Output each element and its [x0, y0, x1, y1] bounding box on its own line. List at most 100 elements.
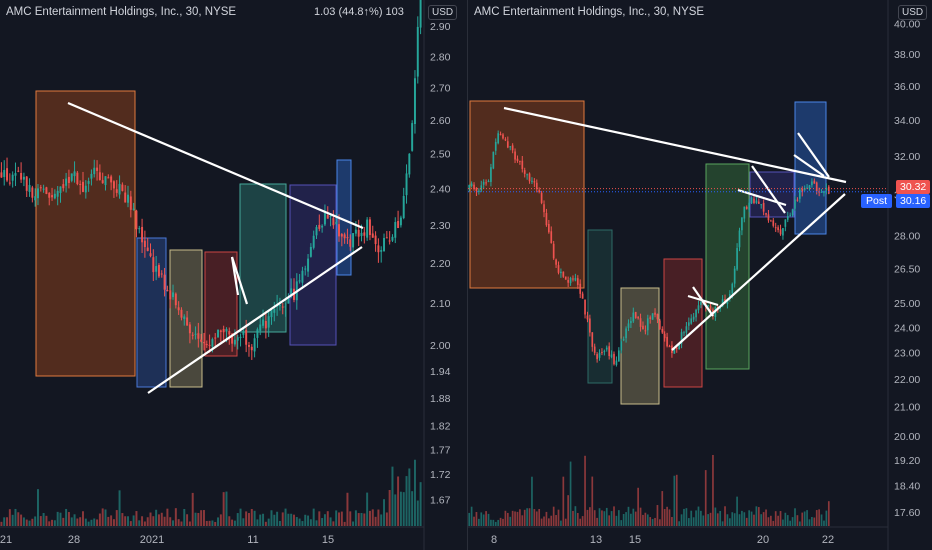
volume-bar	[416, 500, 419, 526]
trendline[interactable]	[67, 101, 364, 230]
candle-body	[642, 325, 644, 329]
x-axis-label: 15	[629, 534, 641, 546]
candle-body	[613, 353, 615, 365]
volume-bar	[528, 508, 531, 526]
volume-bar	[494, 521, 497, 526]
candle-body	[82, 181, 84, 192]
volume-bar	[782, 519, 784, 526]
candle-body	[219, 330, 222, 332]
y-axis-label: 1.82	[430, 421, 451, 433]
volume-bar	[354, 510, 357, 526]
trendline[interactable]	[147, 246, 363, 394]
candle-body	[557, 265, 560, 273]
volume-bar	[152, 516, 155, 526]
range-box[interactable]	[239, 183, 287, 333]
range-box[interactable]	[136, 237, 167, 388]
volume-bar	[45, 515, 48, 526]
trendline[interactable]	[230, 256, 249, 305]
right-chart-pane[interactable]: 40.0038.0036.0034.0032.0030.0028.0026.50…	[468, 0, 932, 550]
volume-bar	[256, 519, 259, 526]
left-chart-canvas[interactable]: 2.90 2.80 2.70 2.60 2.50 2.40 2.30 2.20 2.10 2.00…	[0, 0, 468, 550]
volume-bar	[538, 509, 541, 526]
range-box[interactable]	[794, 101, 827, 235]
volume-bar	[721, 521, 724, 526]
candle-body	[278, 305, 281, 307]
trendline[interactable]	[737, 188, 787, 207]
volume-bar	[217, 517, 220, 526]
range-box[interactable]	[663, 258, 703, 388]
volume-bar	[806, 510, 808, 526]
y-axis-label: 18.40	[894, 480, 920, 492]
candle-body	[709, 305, 712, 311]
trendline[interactable]	[503, 106, 847, 184]
candle-body	[304, 268, 307, 270]
volume-bar	[166, 508, 169, 526]
y-axis-label: 28.00	[894, 231, 920, 243]
trendline[interactable]	[692, 286, 714, 317]
volume-bar	[719, 510, 722, 526]
volume-bar	[755, 506, 758, 526]
volume-bar	[813, 517, 816, 526]
candle-body	[323, 213, 326, 225]
volume-bar	[668, 509, 671, 526]
volume-bar	[827, 501, 830, 526]
volume-bar	[555, 515, 557, 526]
volume-bar	[492, 519, 495, 526]
trendline[interactable]	[793, 154, 825, 177]
x-axis-label: 2021	[140, 534, 164, 546]
trendline[interactable]	[797, 132, 830, 178]
volume-bar	[284, 508, 287, 526]
candle-body	[96, 167, 99, 171]
trendline[interactable]	[671, 193, 846, 351]
range-box[interactable]	[169, 249, 203, 388]
volume-bar	[564, 518, 567, 526]
right-chart-canvas[interactable]: 40.0038.0036.0034.0032.0030.0028.0026.50…	[468, 0, 932, 550]
candle-body	[183, 316, 186, 319]
candle-body	[593, 346, 596, 353]
volume-bar	[374, 516, 377, 526]
candle-body	[625, 328, 627, 339]
right-symbol-title: AMC Entertainment Holdings, Inc., 30, NY…	[474, 6, 705, 18]
y-axis-label: 34.00	[894, 115, 920, 127]
trendline[interactable]	[230, 256, 240, 296]
candle-body	[6, 168, 9, 181]
y-axis-label: 24.00	[894, 322, 920, 334]
volume-bar	[135, 511, 138, 526]
trendline[interactable]	[751, 165, 786, 214]
volume-bar	[753, 514, 755, 526]
candle-body	[589, 318, 591, 333]
volume-bar	[777, 515, 779, 526]
candle-body	[521, 160, 524, 170]
candle-body	[666, 336, 668, 347]
candle-body	[531, 180, 533, 182]
volume-bar	[680, 514, 683, 526]
range-box[interactable]	[705, 163, 750, 370]
y-axis-label: 2.00	[430, 340, 451, 352]
candle-body	[673, 348, 676, 354]
candle-body	[630, 321, 632, 324]
volume-bar	[273, 514, 276, 526]
candle-body	[87, 181, 90, 184]
volume-bar	[31, 518, 34, 526]
left-chart-pane[interactable]: 2.90 2.80 2.70 2.60 2.50 2.40 2.30 2.20 2.10 2.00…	[0, 0, 468, 550]
candle-body	[579, 283, 582, 294]
candle-body	[760, 204, 763, 206]
candle-body	[253, 338, 256, 352]
volume-bar	[194, 512, 197, 526]
candle-body	[596, 354, 598, 360]
volume-bar	[770, 515, 772, 526]
volume-bar	[685, 508, 688, 526]
range-box[interactable]	[620, 287, 660, 405]
volume-bar	[695, 510, 697, 526]
candle-body	[93, 167, 96, 175]
right-currency-badge[interactable]: USD	[898, 5, 928, 20]
volume-bar	[62, 517, 65, 526]
range-box[interactable]	[35, 90, 136, 377]
range-box[interactable]	[289, 184, 337, 346]
volume-bar	[323, 514, 326, 526]
candle-body	[576, 278, 579, 285]
left-currency-badge[interactable]: USD	[428, 5, 458, 20]
range-box[interactable]	[469, 100, 585, 289]
volume-bar	[259, 514, 262, 526]
volume-bar	[702, 515, 705, 526]
